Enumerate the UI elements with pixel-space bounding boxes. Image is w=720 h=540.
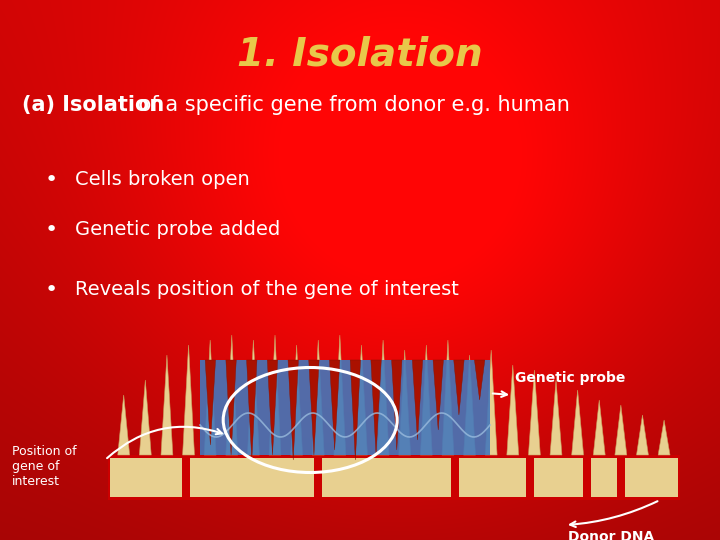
- Text: •: •: [45, 170, 58, 190]
- Text: Genetic probe added: Genetic probe added: [75, 220, 280, 239]
- Polygon shape: [442, 340, 454, 455]
- Text: •: •: [45, 280, 58, 300]
- Polygon shape: [528, 370, 540, 455]
- Polygon shape: [413, 360, 423, 440]
- Polygon shape: [392, 360, 402, 450]
- Polygon shape: [248, 340, 259, 455]
- Polygon shape: [474, 360, 485, 400]
- Polygon shape: [205, 360, 215, 445]
- Polygon shape: [356, 345, 367, 455]
- Polygon shape: [433, 360, 444, 430]
- Bar: [110, 458, 678, 497]
- Polygon shape: [454, 360, 464, 415]
- Bar: [314, 458, 322, 497]
- Text: of a specific gene from donor e.g. human: of a specific gene from donor e.g. human: [132, 95, 570, 115]
- Polygon shape: [507, 365, 518, 455]
- Text: •: •: [45, 220, 58, 240]
- Polygon shape: [226, 360, 236, 455]
- Polygon shape: [658, 420, 670, 455]
- Text: Donor DNA: Donor DNA: [568, 530, 654, 540]
- Bar: [526, 458, 534, 497]
- Polygon shape: [485, 350, 497, 455]
- Polygon shape: [309, 360, 319, 455]
- Polygon shape: [377, 340, 389, 455]
- Polygon shape: [572, 390, 584, 455]
- Polygon shape: [371, 360, 382, 455]
- Polygon shape: [312, 340, 324, 455]
- Polygon shape: [350, 360, 361, 460]
- Bar: [451, 458, 459, 497]
- Polygon shape: [118, 395, 130, 455]
- Text: Genetic probe: Genetic probe: [515, 371, 626, 385]
- Polygon shape: [399, 350, 410, 455]
- Polygon shape: [140, 380, 151, 455]
- Polygon shape: [464, 355, 475, 455]
- Polygon shape: [420, 345, 432, 455]
- Polygon shape: [269, 335, 281, 455]
- Polygon shape: [334, 335, 346, 455]
- Text: Cells broken open: Cells broken open: [75, 170, 250, 189]
- Polygon shape: [267, 360, 278, 455]
- Polygon shape: [247, 360, 257, 460]
- Bar: [182, 458, 190, 497]
- Bar: [200, 360, 490, 455]
- Polygon shape: [204, 340, 216, 455]
- Polygon shape: [161, 355, 173, 455]
- Bar: [582, 458, 590, 497]
- Bar: [617, 458, 625, 497]
- Bar: [108, 455, 680, 500]
- Polygon shape: [330, 360, 340, 450]
- Polygon shape: [291, 345, 302, 455]
- Polygon shape: [550, 380, 562, 455]
- Polygon shape: [593, 400, 606, 455]
- Polygon shape: [636, 415, 649, 455]
- Text: Reveals position of the gene of interest: Reveals position of the gene of interest: [75, 280, 459, 299]
- Polygon shape: [615, 405, 627, 455]
- Polygon shape: [183, 345, 194, 455]
- Text: (a) Isolation: (a) Isolation: [22, 95, 164, 115]
- Text: 1. Isolation: 1. Isolation: [237, 35, 483, 73]
- Polygon shape: [288, 360, 298, 460]
- Polygon shape: [226, 335, 238, 455]
- Text: Position of
gene of
interest: Position of gene of interest: [12, 445, 76, 488]
